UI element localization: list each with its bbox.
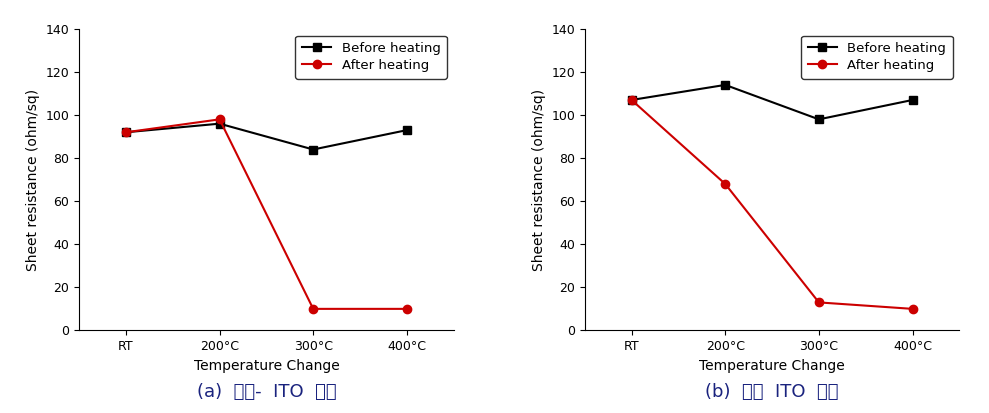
After heating: [719, 181, 731, 186]
After heating: [813, 300, 825, 305]
X-axis label: Temperature Change: Temperature Change: [194, 358, 339, 373]
Line: Before heating: Before heating: [122, 119, 411, 154]
Before heating: [214, 121, 225, 126]
Before heating: [813, 117, 825, 122]
After heating: [120, 130, 132, 135]
Line: Before heating: Before heating: [627, 81, 917, 123]
After heating: [907, 306, 919, 311]
Y-axis label: Sheet resistance (ohm/sq): Sheet resistance (ohm/sq): [26, 89, 40, 271]
After heating: [308, 306, 319, 311]
After heating: [401, 306, 412, 311]
Y-axis label: Sheet resistance (ohm/sq): Sheet resistance (ohm/sq): [532, 89, 546, 271]
After heating: [214, 117, 225, 122]
Before heating: [626, 97, 638, 102]
Before heating: [308, 147, 319, 152]
Before heating: [401, 128, 412, 133]
Text: (a)  상용-  ITO  타겟: (a) 상용- ITO 타겟: [197, 383, 336, 401]
Before heating: [907, 97, 919, 102]
X-axis label: Temperature Change: Temperature Change: [699, 358, 845, 373]
After heating: [626, 97, 638, 102]
Legend: Before heating, After heating: Before heating, After heating: [801, 36, 952, 78]
Text: (b)  재생  ITO  타겟: (b) 재생 ITO 타겟: [705, 383, 839, 401]
Legend: Before heating, After heating: Before heating, After heating: [296, 36, 447, 78]
Before heating: [120, 130, 132, 135]
Line: After heating: After heating: [122, 115, 411, 313]
Line: After heating: After heating: [627, 96, 917, 313]
Before heating: [719, 83, 731, 88]
